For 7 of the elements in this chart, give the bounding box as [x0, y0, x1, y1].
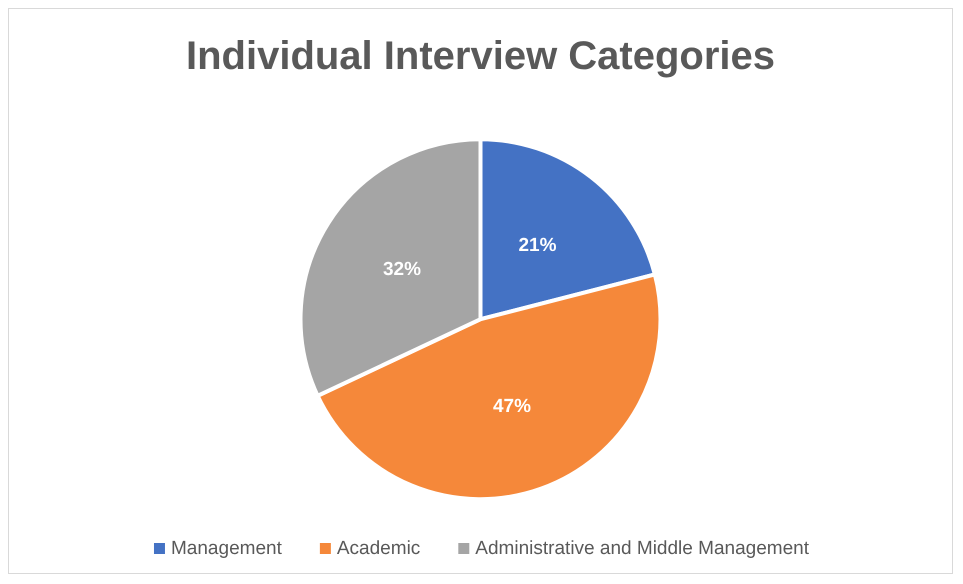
data-label: 32% [382, 258, 422, 280]
legend-label: Administrative and Middle Management [475, 538, 810, 559]
legend-label: Academic [336, 538, 420, 559]
data-label: 21% [518, 235, 557, 256]
data-label: 47% [492, 396, 532, 418]
chart-title: Individual Interview Categories [186, 34, 776, 78]
legend-label: Management [170, 538, 283, 559]
